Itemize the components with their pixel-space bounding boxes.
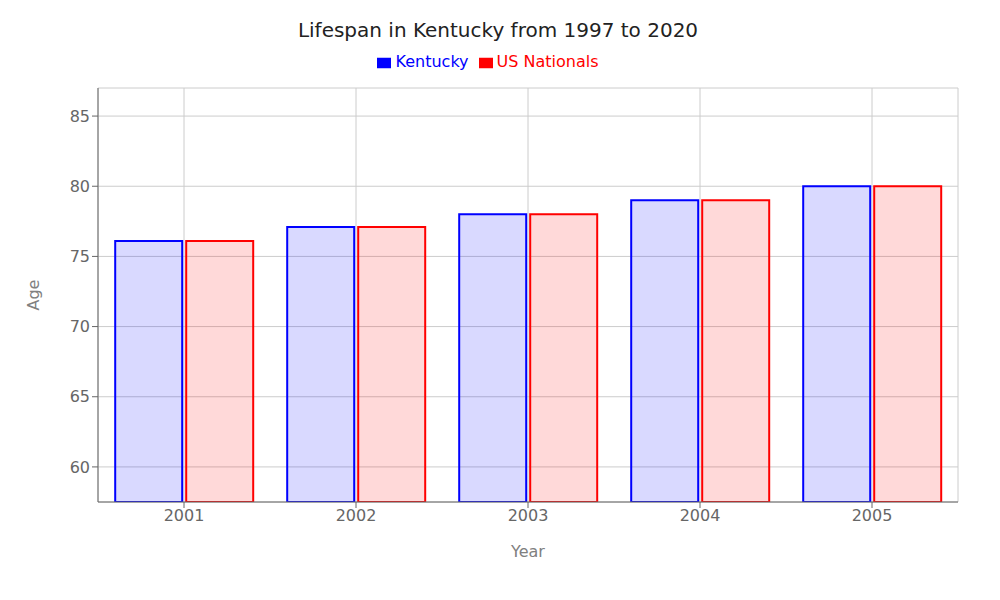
svg-text:65: 65 — [70, 387, 90, 406]
html-text:Kentucky: Kentucky — [395, 52, 469, 71]
svg-text:75: 75 — [70, 247, 90, 266]
svg-text:Age: Age — [24, 280, 43, 311]
svg-text:2003: 2003 — [508, 506, 549, 525]
svg-text:70: 70 — [70, 317, 90, 336]
svg-text:2005: 2005 — [852, 506, 893, 525]
html-text:Lifespan in Kentucky from 1997: Lifespan in Kentucky from 1997 to 2020 — [297, 18, 699, 42]
svg-text:2001: 2001 — [164, 506, 205, 525]
svg-text:60: 60 — [70, 458, 90, 477]
html-text:US Nationals: US Nationals — [496, 52, 599, 71]
svg-text:2004: 2004 — [680, 506, 721, 525]
svg-text:85: 85 — [70, 107, 90, 126]
svg-text:Year: Year — [510, 542, 545, 561]
svg-text:80: 80 — [70, 177, 90, 196]
svg-text:2002: 2002 — [336, 506, 377, 525]
